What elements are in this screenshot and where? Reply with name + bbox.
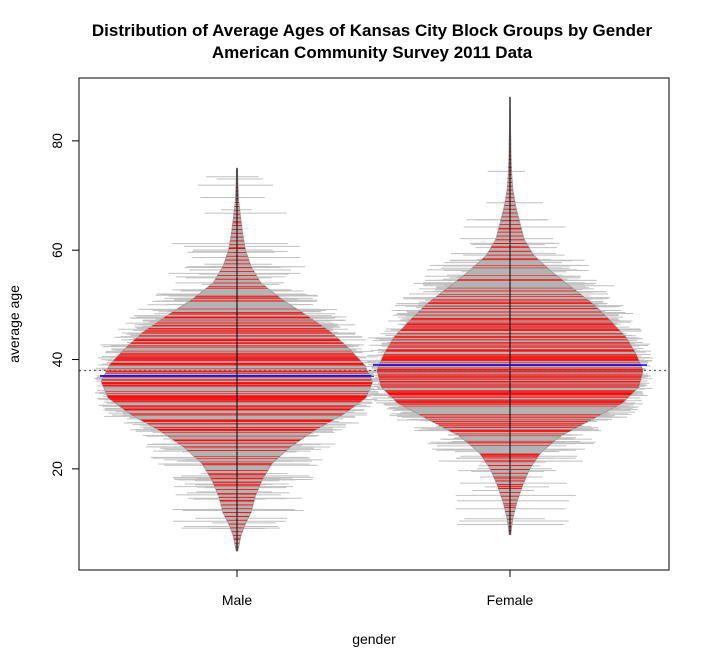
y-tick-label: 80: [49, 133, 65, 149]
chart-subtitle: American Community Survey 2011 Data: [212, 43, 533, 62]
y-tick-label: 20: [49, 461, 65, 477]
chart-title: Distribution of Average Ages of Kansas C…: [92, 21, 653, 40]
x-axis-label: gender: [352, 631, 396, 647]
y-tick-label: 40: [49, 352, 65, 368]
plot-area: [79, 96, 669, 552]
bean-female: [367, 96, 653, 535]
y-tick-label: 60: [49, 242, 65, 258]
x-tick-label: Female: [487, 592, 534, 608]
x-tick-label: Male: [222, 592, 253, 608]
x-axis: Male Female: [222, 570, 534, 608]
y-axis: 20 40 60 80: [49, 133, 79, 477]
y-axis-label: average age: [6, 285, 22, 363]
bean-male: [94, 167, 380, 552]
plot-frame: [78, 77, 670, 571]
